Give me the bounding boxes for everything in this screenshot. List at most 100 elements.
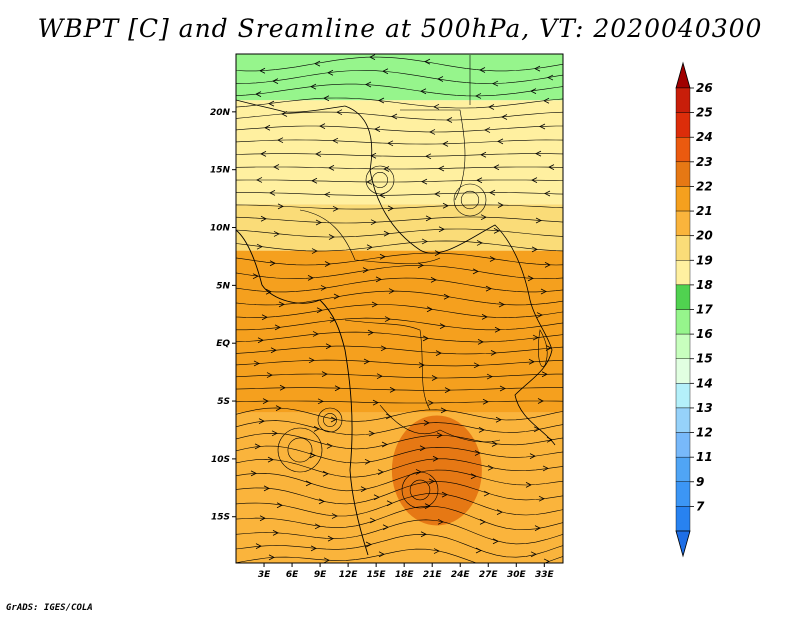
streamline-arrow xyxy=(273,231,280,237)
streamline-35 xyxy=(236,505,563,531)
streamline-arrow xyxy=(370,152,377,159)
colorbar-box xyxy=(675,210,691,236)
streamline-10 xyxy=(236,192,563,196)
x-tick-label: 18E xyxy=(395,570,415,580)
streamline-arrow xyxy=(386,500,393,507)
streamline-swirl-4 xyxy=(317,407,343,433)
streamline-arrow xyxy=(365,81,372,88)
colorbar-box xyxy=(675,87,691,113)
streamline-arrow xyxy=(543,97,550,104)
streamline-9 xyxy=(236,179,563,183)
streamline-arrow xyxy=(531,177,538,183)
streamline-arrow xyxy=(544,190,551,197)
streamline-arrow xyxy=(530,551,537,558)
streamline-arrow xyxy=(372,399,379,406)
streamline-arrow xyxy=(321,371,328,377)
colorbar-label: 22 xyxy=(696,179,713,193)
streamline-29 xyxy=(236,432,563,450)
streamline-27 xyxy=(236,407,563,422)
streamline-25 xyxy=(236,387,563,391)
streamline-swirl-inner-1 xyxy=(409,479,431,501)
streamline-arrow xyxy=(382,68,389,75)
y-tick-label: 10N xyxy=(210,224,231,234)
streamline-arrow xyxy=(480,214,487,221)
colorbar-label: 26 xyxy=(696,81,713,95)
streamline-arrow xyxy=(320,285,327,291)
streamline-arrow xyxy=(493,228,500,234)
coastlines xyxy=(236,55,556,556)
streamline-1 xyxy=(236,70,563,84)
streamline-arrow xyxy=(437,518,444,525)
streamline-arrow xyxy=(480,151,487,158)
streamline-arrow xyxy=(435,350,442,356)
streamline-arrow xyxy=(369,517,376,524)
colorbar-label: 17 xyxy=(696,303,713,317)
streamline-arrow xyxy=(362,267,369,273)
streamline-arrow xyxy=(273,164,280,170)
streamline-arrow xyxy=(307,274,314,281)
streamline-arrow xyxy=(318,498,325,505)
streamline-arrow xyxy=(385,413,392,420)
streamline-arrow xyxy=(495,416,502,423)
colorbar-label: 19 xyxy=(696,253,713,267)
streamline-arrow xyxy=(421,178,428,185)
streamline-arrow xyxy=(325,343,332,350)
field-maximum xyxy=(391,415,482,526)
streamline-swirl-0 xyxy=(277,427,323,473)
streamline-2 xyxy=(236,83,563,97)
streamline-arrow xyxy=(260,215,267,222)
colorbar-box xyxy=(675,284,691,310)
streamline-arrow xyxy=(377,469,384,475)
streamline-arrow xyxy=(257,337,264,344)
streamline-arrow xyxy=(528,358,535,365)
streamline-arrow xyxy=(489,256,496,262)
colorbar-top-arrow xyxy=(675,61,691,89)
streamline-arrow xyxy=(535,150,542,157)
y-tick-label: 5S xyxy=(217,397,230,407)
streamline-swirl-inner-0 xyxy=(287,437,313,463)
streamline-arrow xyxy=(444,387,451,393)
streamline-arrow xyxy=(429,129,436,135)
streamline-arrow xyxy=(334,385,341,392)
streamline-arrow xyxy=(490,350,497,356)
streamline-arrow xyxy=(438,226,445,233)
streamline-arrow xyxy=(481,313,488,320)
streamline-arrow xyxy=(420,88,427,95)
streamline-arrow xyxy=(383,166,390,172)
streamline-arrow xyxy=(433,548,440,554)
streamline-arrow xyxy=(333,293,340,300)
streamline-arrow xyxy=(328,234,335,240)
colorbar-bottom-arrow xyxy=(675,530,691,558)
streamline-arrow xyxy=(314,523,321,530)
chart-title: WBPT [C] and Sreamline at 500hPa, VT: 20… xyxy=(37,14,763,43)
colorbar-label: 9 xyxy=(696,475,704,489)
streamline-arrow xyxy=(271,430,278,437)
streamline-arrow xyxy=(476,240,483,246)
streamline-arrow xyxy=(428,478,435,485)
streamline-arrow xyxy=(262,398,269,404)
colorbar-label: 13 xyxy=(696,401,713,415)
colorbar-box xyxy=(675,186,691,212)
streamline-arrow xyxy=(441,491,448,498)
streamline-swirl-2 xyxy=(453,183,487,217)
streamline-arrow xyxy=(331,513,338,519)
streamline-arrow xyxy=(366,179,373,185)
streamline-arrow xyxy=(497,138,504,145)
streamline-arrow xyxy=(494,326,501,333)
streamline-arrow xyxy=(269,189,276,196)
wbpt-field xyxy=(236,54,563,563)
colorbar-label: 16 xyxy=(696,327,713,341)
streamline-3 xyxy=(236,97,563,109)
colorbar-label: 15 xyxy=(696,352,713,366)
streamline-arrow xyxy=(266,372,273,378)
streamline-arrow xyxy=(492,538,499,545)
streamline-arrow xyxy=(489,189,496,196)
streamline-swirl-1 xyxy=(401,471,439,509)
streamline-arrow xyxy=(426,306,433,313)
streamline-arrow xyxy=(256,177,263,183)
x-tick-label: 3E xyxy=(258,570,271,580)
streamline-arrow xyxy=(276,502,283,509)
streamline-22 xyxy=(236,345,563,355)
streamline-arrow xyxy=(437,76,444,82)
streamline-arrow xyxy=(259,67,266,74)
